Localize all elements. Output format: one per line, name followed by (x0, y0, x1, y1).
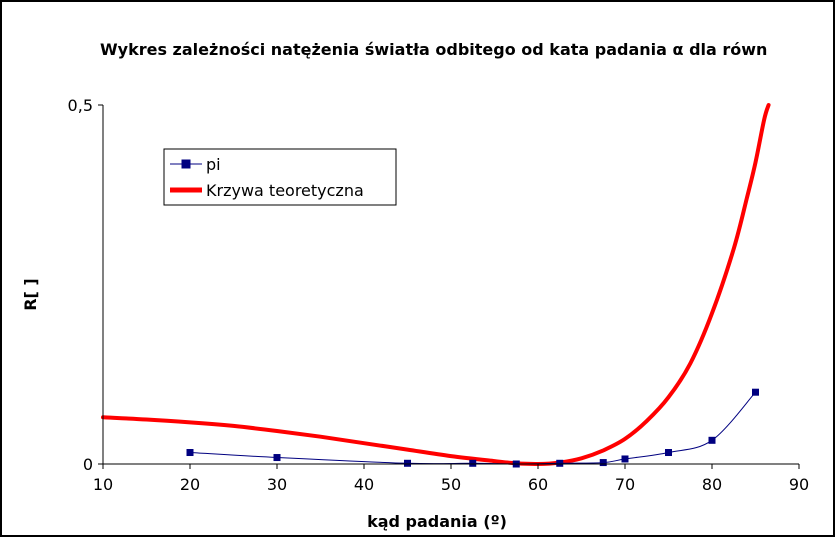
data-point-pi (186, 449, 194, 457)
legend-entries: pi Krzywa teoretyczna (170, 155, 364, 200)
data-point-pi (556, 459, 564, 467)
y-ticks: 00,5 (68, 96, 103, 474)
y-tick-label: 0 (83, 455, 93, 474)
series-layer (101, 103, 771, 468)
y-axis-label: R[ ] (21, 278, 40, 311)
x-tick-label: 40 (354, 475, 374, 494)
data-point-pi (469, 459, 477, 467)
data-point-pi (752, 388, 759, 396)
legend: pi Krzywa teoretyczna (163, 148, 397, 206)
data-point-pi (273, 454, 281, 462)
x-tick-label: 60 (528, 475, 548, 494)
legend-label-krzywa-teoretyczna: Krzywa teoretyczna (206, 181, 364, 200)
series-line-pi (189, 391, 756, 465)
x-tick-label: 80 (702, 475, 722, 494)
x-ticks: 10 20 30 40 50 60 70 80 90 (93, 464, 809, 494)
x-tick-label: 20 (180, 475, 200, 494)
legend-marker-pi (181, 159, 191, 169)
data-point-pi (708, 436, 716, 444)
x-tick-label: 50 (441, 475, 461, 494)
data-point-pi (665, 449, 672, 457)
legend-label-pi: pi (206, 155, 221, 174)
x-tick-label: 10 (93, 475, 113, 494)
legend-box (163, 148, 397, 206)
data-point-pi (621, 455, 629, 463)
x-axis-label: kąd padania (º) (367, 512, 507, 531)
chart-title: Wykres zależności natężenia światła odbi… (100, 40, 767, 59)
data-point-pi (599, 459, 607, 467)
data-point-pi (404, 459, 411, 467)
x-tick-label: 90 (789, 475, 809, 494)
x-tick-label: 70 (615, 475, 635, 494)
y-tick-label: 0,5 (68, 96, 93, 115)
x-tick-label: 30 (267, 475, 287, 494)
